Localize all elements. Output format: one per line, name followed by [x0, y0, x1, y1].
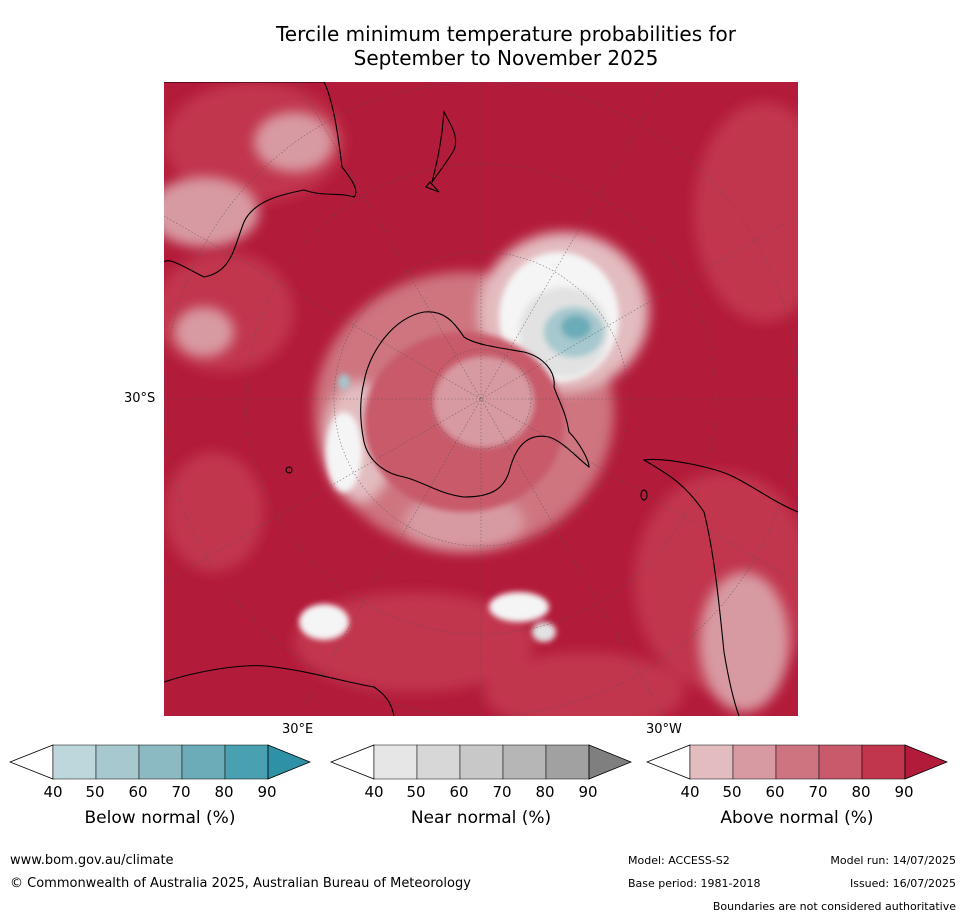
graticule [164, 82, 798, 716]
colorbar-swatch [416, 744, 461, 780]
colorbar-extend-high [267, 744, 311, 780]
colorbar-swatch [818, 744, 863, 780]
lat-label-30s: 30°S [124, 391, 156, 406]
antarctica-interior [364, 332, 564, 512]
tick: 60 [765, 783, 785, 801]
tick: 50 [85, 783, 105, 801]
tick: 70 [171, 783, 191, 801]
lon-label-30e: 30°E [282, 722, 314, 737]
tick: 40 [680, 783, 700, 801]
colorbar-near-normal [330, 744, 632, 780]
colorbar-swatch [775, 744, 820, 780]
colorbar-swatch [545, 744, 590, 780]
lon-label-30w: 30°W [646, 722, 682, 737]
footer-url: www.bom.gov.au/climate [10, 853, 174, 868]
tick: 70 [808, 783, 828, 801]
tick: 60 [449, 783, 469, 801]
colorbar-extend-low [330, 744, 375, 780]
tick: 80 [535, 783, 555, 801]
tick: 90 [257, 783, 277, 801]
tick: 80 [851, 783, 871, 801]
footer-issued: Issued: 16/07/2025 [849, 877, 956, 890]
colorbar-swatch [224, 744, 269, 780]
colorbar-extend-low [646, 744, 691, 780]
tick: 80 [214, 783, 234, 801]
colorbar-below-label: Below normal (%) [84, 808, 236, 828]
tick: 90 [894, 783, 914, 801]
below-normal-area [338, 307, 604, 390]
footer-copyright: © Commonwealth of Australia 2025, Austra… [10, 876, 471, 891]
colorbar-extend-high [588, 744, 632, 780]
colorbar-swatch [459, 744, 504, 780]
colorbar-below-normal [9, 744, 311, 780]
tick: 70 [492, 783, 512, 801]
footer-model: Model: ACCESS-S2 [628, 854, 730, 867]
colorbar-near-label: Near normal (%) [410, 808, 552, 828]
colorbar-swatch [138, 744, 183, 780]
colorbar-above-normal [646, 744, 948, 780]
tick: 40 [364, 783, 384, 801]
tick: 50 [722, 783, 742, 801]
colorbar-extend-high [904, 744, 948, 780]
new-zealand-coast [425, 110, 457, 193]
title-line-1: Tercile minimum temperature probabilitie… [275, 22, 737, 46]
above-normal-patches [164, 82, 798, 716]
colorbar-swatch [373, 744, 418, 780]
colorbar-extend-low [9, 744, 54, 780]
south-america-coast [642, 458, 798, 716]
tick: 90 [578, 783, 598, 801]
coastlines [164, 82, 798, 716]
colorbar-swatch [95, 744, 140, 780]
tick: 50 [406, 783, 426, 801]
australia-coast [164, 82, 357, 278]
kerguelen-island [285, 466, 293, 474]
africa-coast [164, 665, 395, 716]
above-normal-swatches [646, 744, 948, 780]
below-normal-swatches [9, 744, 311, 780]
colorbar-swatch [181, 744, 226, 780]
colorbar-swatch [502, 744, 547, 780]
footer-model-run: Model run: 14/07/2025 [830, 854, 956, 867]
footer-base-period: Base period: 1981-2018 [628, 877, 761, 890]
tick: 40 [43, 783, 63, 801]
colorbar-swatch [52, 744, 97, 780]
colorbar-swatch [732, 744, 777, 780]
antarctica-coast [360, 311, 590, 498]
light-above-patches [164, 112, 789, 712]
tick: 60 [128, 783, 148, 801]
colorbar-swatch [861, 744, 906, 780]
probability-map [164, 82, 798, 716]
chart-title: Tercile minimum temperature probabilitie… [0, 22, 965, 70]
footer-disclaimer: Boundaries are not considered authoritat… [712, 900, 956, 913]
colorbar-swatch [689, 744, 734, 780]
colorbar-above-label: Above normal (%) [720, 808, 874, 828]
near-normal-swatches [330, 744, 632, 780]
title-line-2: September to November 2025 [353, 46, 659, 70]
